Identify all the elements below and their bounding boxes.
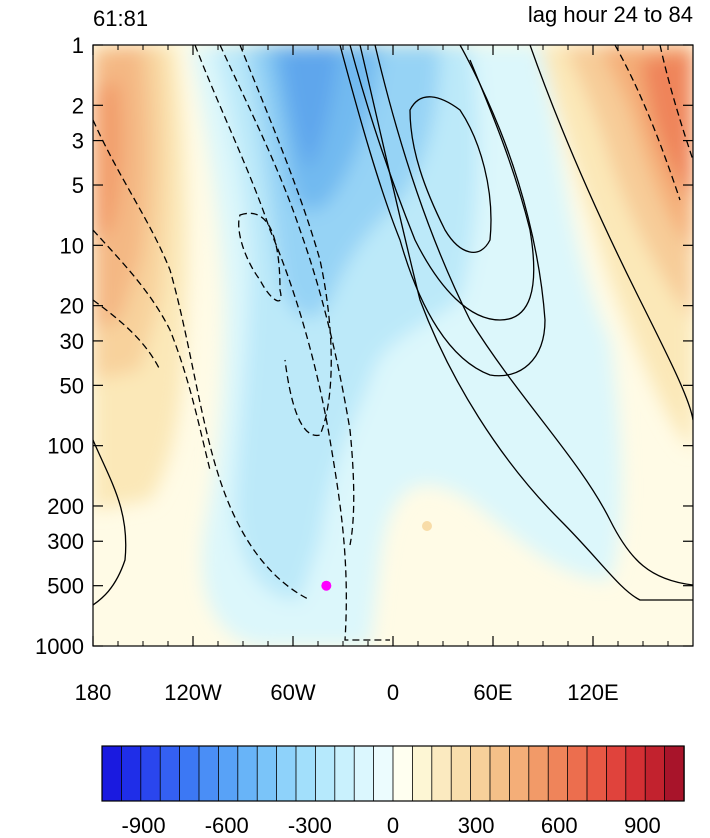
colorbar-tick-label: 300 — [458, 813, 495, 838]
colorbar-swatch — [256, 745, 278, 802]
negative-contour — [194, 45, 390, 641]
negative-contour — [93, 229, 211, 471]
x-tick-label: 60W — [270, 680, 315, 705]
contour-lines — [93, 45, 693, 641]
axes: 180 120W 60W 0 60E 120E 1 2 3 5 10 20 30 50 100 200 300 5… — [35, 33, 693, 705]
colorbar-swatch — [450, 745, 472, 802]
colorbar-swatch — [606, 745, 627, 802]
x-tick-label: 120E — [567, 680, 618, 705]
title-left: 61:81 — [93, 6, 148, 31]
positive-contour — [409, 96, 492, 253]
y-tick-label: 1 — [72, 33, 84, 58]
y-tick-label: 50 — [60, 373, 84, 398]
colorbar-swatch — [353, 745, 375, 802]
colorbar-tick-label: -600 — [205, 813, 249, 838]
negative-contour — [238, 212, 282, 302]
colorbar-swatch — [179, 745, 200, 802]
colorbar-swatch — [644, 745, 666, 802]
y-tick-label: 20 — [60, 294, 84, 319]
colorbar-swatch — [101, 745, 123, 802]
title-right: lag hour 24 to 84 — [528, 2, 693, 27]
colorbar-swatch — [547, 745, 569, 802]
positive-contour — [339, 45, 546, 377]
y-tick-label: 1000 — [35, 634, 84, 659]
x-tick-label: 180 — [75, 680, 112, 705]
y-tick-label: 100 — [47, 434, 84, 459]
colorbar-swatch — [373, 745, 394, 802]
colorbar-swatch — [295, 745, 317, 802]
negative-contour — [614, 45, 681, 201]
colorbar-swatch — [528, 745, 549, 802]
colorbar-swatch — [567, 745, 588, 802]
colorbar-tick-label: -900 — [122, 813, 166, 838]
colorbar-swatch — [276, 745, 297, 802]
y-tick-label: 10 — [60, 233, 84, 258]
colorbar-swatch — [237, 745, 258, 802]
colorbar-tick-label: 0 — [387, 813, 399, 838]
x-tick-label: 120W — [164, 680, 222, 705]
colorbar-swatch — [314, 745, 336, 802]
colorbar-swatch — [664, 745, 685, 802]
colorbar-swatch — [140, 745, 161, 802]
colorbar-tick-label: -300 — [288, 813, 332, 838]
x-tick-label: 60E — [473, 680, 512, 705]
y-tick-label: 30 — [60, 329, 84, 354]
positive-contour — [529, 45, 693, 421]
negative-contour — [659, 45, 693, 161]
colorbar-swatch — [159, 745, 181, 802]
colorbar: -900 -600 -300 0 300 600 900 — [101, 745, 685, 838]
colorbar-swatch — [586, 745, 608, 802]
filled-contour-field — [93, 45, 693, 646]
x-tick-label: 0 — [387, 680, 399, 705]
colorbar-tick-label: 900 — [624, 813, 661, 838]
warm-spot — [422, 521, 432, 531]
positive-contour — [93, 439, 127, 606]
negative-contour — [93, 119, 311, 601]
colorbar-swatch — [198, 745, 220, 802]
negative-contour — [219, 45, 355, 546]
colorbar-swatch — [392, 745, 414, 802]
y-tick-label: 300 — [47, 529, 84, 554]
colorbar-swatch — [217, 745, 239, 802]
negative-contour — [239, 45, 332, 436]
positive-contour — [374, 45, 693, 586]
negative-contour — [93, 299, 161, 371]
colorbar-swatch — [625, 745, 646, 802]
y-tick-label: 3 — [72, 129, 84, 154]
colorbar-swatch — [334, 745, 355, 802]
positive-contour — [359, 45, 693, 601]
colorbar-swatch — [411, 745, 433, 802]
colorbar-frame — [101, 745, 685, 802]
colorbar-swatch — [489, 745, 511, 802]
y-tick-label: 2 — [72, 93, 84, 118]
colorbar-swatch — [508, 745, 530, 802]
y-tick-label: 5 — [72, 173, 84, 198]
colorbar-swatch — [470, 745, 491, 802]
colorbar-swatch — [121, 745, 142, 802]
y-tick-label: 500 — [47, 574, 84, 599]
colorbar-swatch — [431, 745, 452, 802]
y-tick-label: 200 — [47, 494, 84, 519]
marker-point — [321, 580, 332, 591]
colorbar-tick-label: 600 — [541, 813, 578, 838]
